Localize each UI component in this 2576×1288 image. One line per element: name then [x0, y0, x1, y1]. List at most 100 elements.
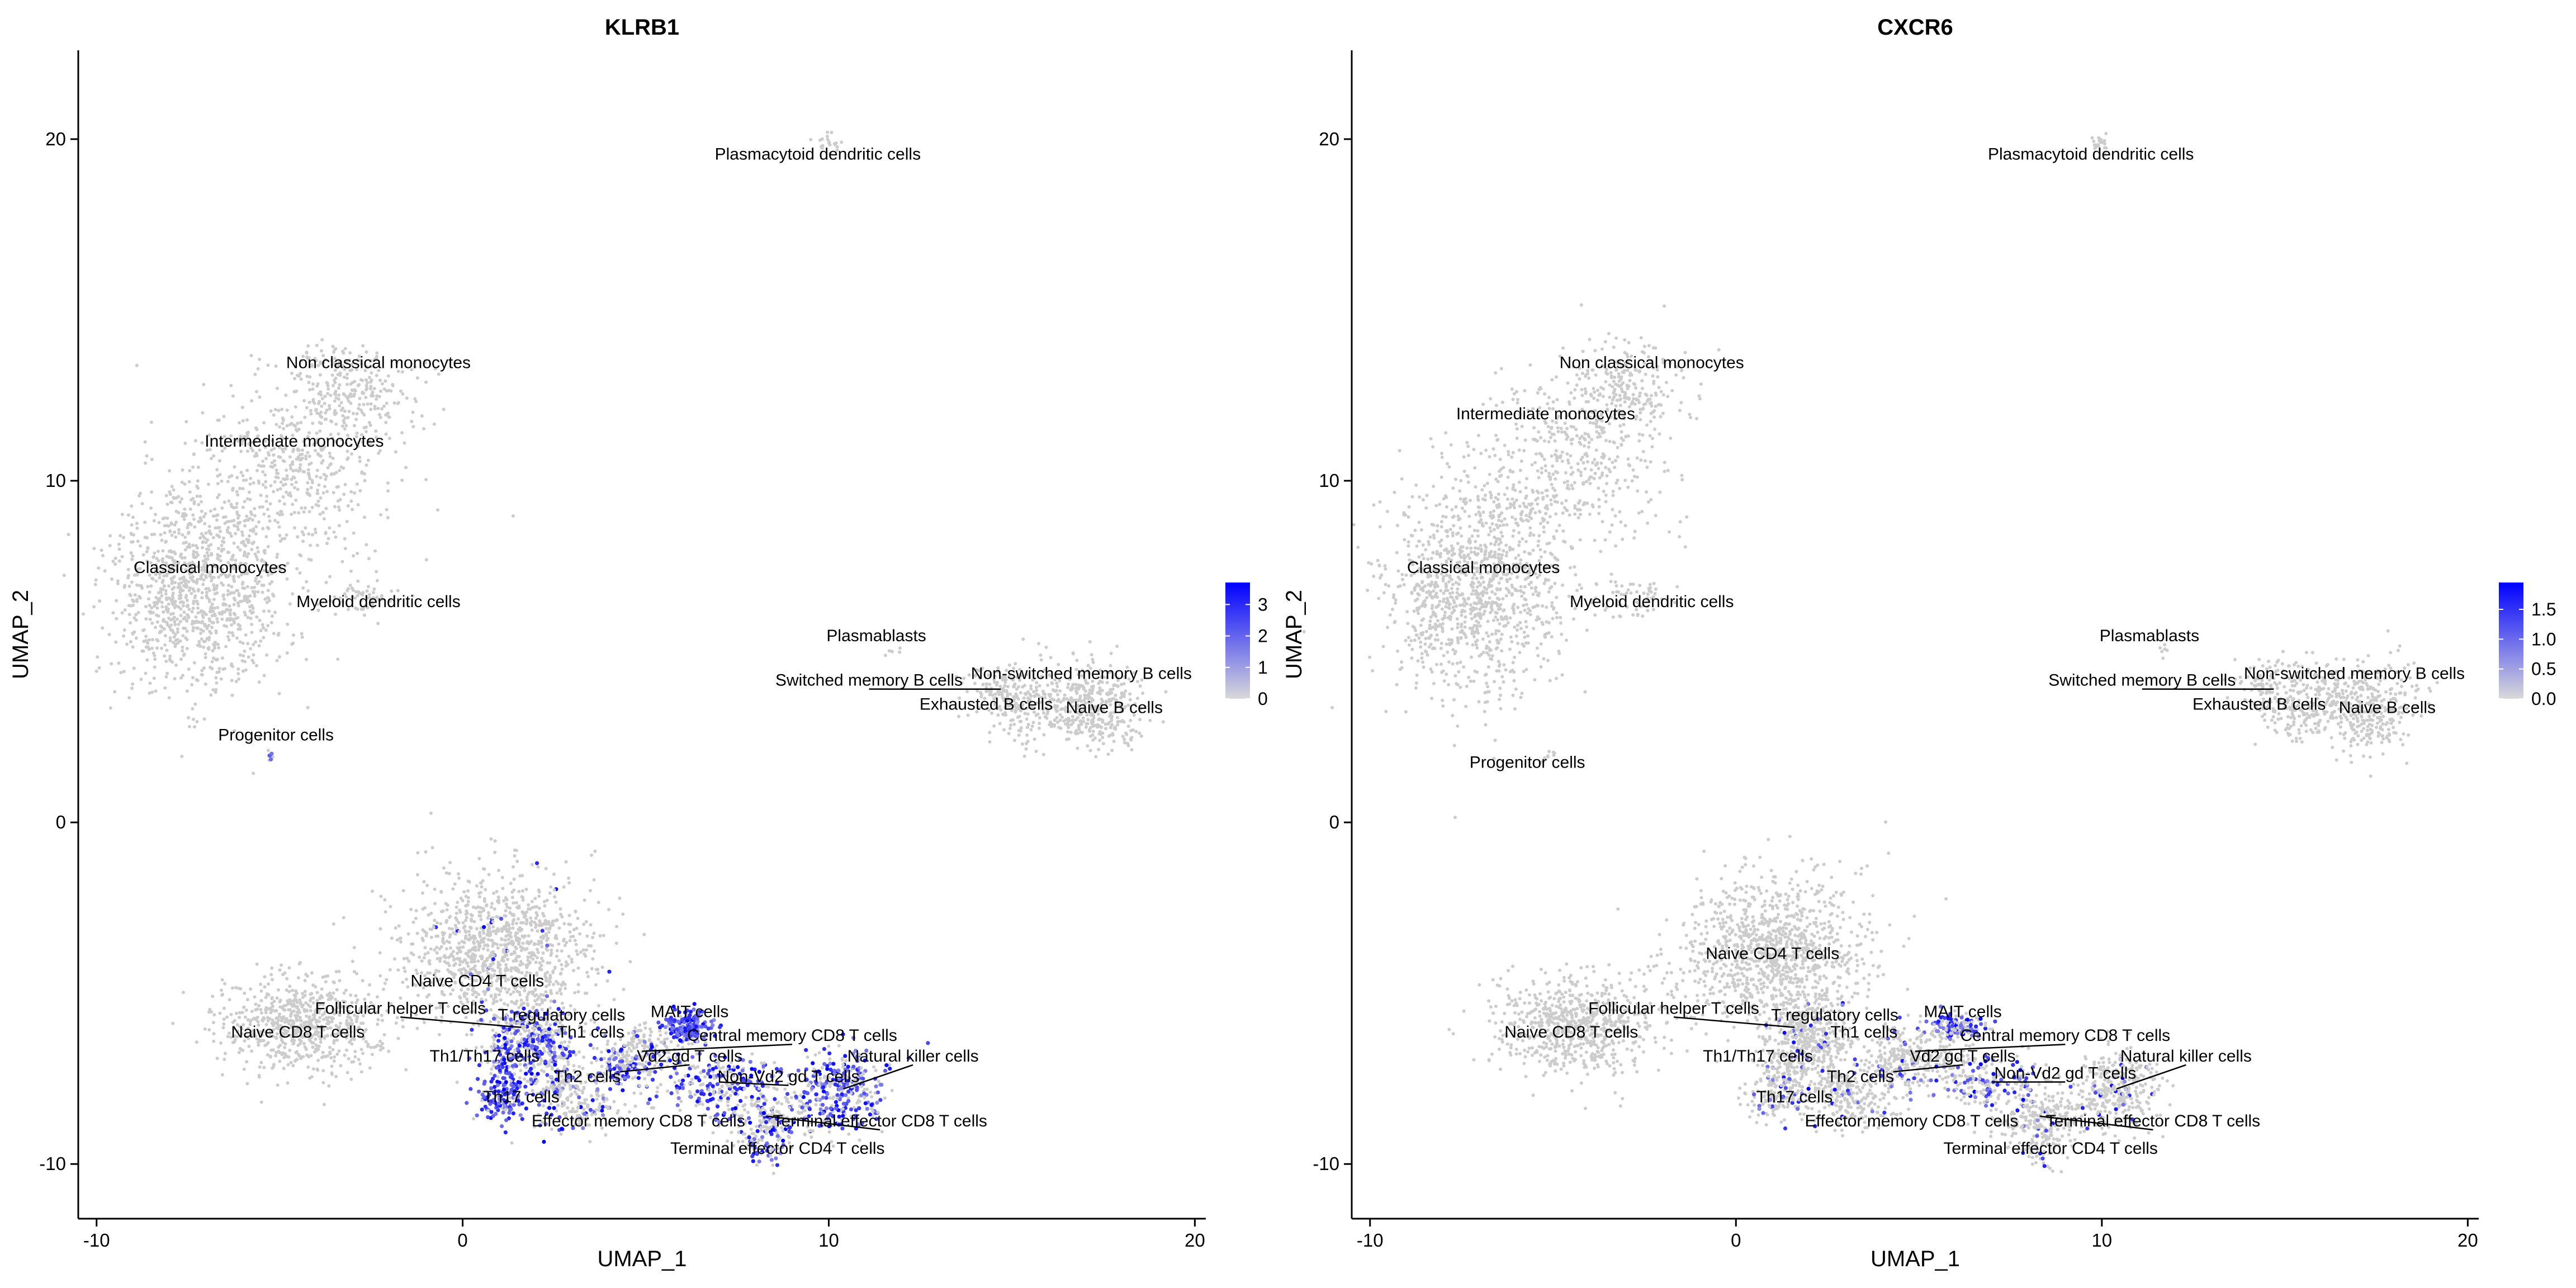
cell-point: [222, 603, 226, 607]
cell-point: [1071, 683, 1075, 686]
cell-point: [1129, 718, 1133, 722]
cell-point: [310, 364, 314, 368]
cell-point: [162, 627, 166, 631]
cell-point: [586, 974, 590, 978]
cell-point: [191, 707, 195, 711]
cell-point: [528, 941, 532, 945]
cell-point: [304, 506, 307, 510]
cell-point: [253, 1016, 257, 1020]
cell-point: [547, 1027, 552, 1031]
cell-point: [147, 638, 151, 642]
cell-point: [181, 649, 184, 653]
cell-point: [354, 418, 358, 422]
cell-point: [381, 987, 385, 991]
cell-point: [183, 482, 187, 486]
cell-point: [402, 441, 406, 445]
cell-point: [161, 579, 165, 583]
cell-point: [185, 638, 189, 642]
cell-point: [306, 468, 310, 472]
cell-point: [167, 584, 171, 588]
cell-point: [618, 896, 622, 900]
cell-point: [135, 583, 139, 587]
cell-point: [364, 1040, 368, 1044]
cell-point: [508, 911, 512, 915]
cell-point: [134, 636, 138, 640]
cell-point: [314, 408, 318, 412]
cell-point: [549, 885, 553, 889]
cell-point: [504, 963, 508, 967]
cell-point: [350, 452, 354, 456]
cell-point: [238, 1046, 242, 1050]
cell-point: [303, 415, 307, 419]
cell-point: [1123, 741, 1126, 745]
cell-point: [551, 1040, 556, 1045]
cell-point: [569, 922, 572, 926]
cell-point: [516, 906, 520, 910]
cell-point: [333, 399, 337, 403]
cell-point: [363, 515, 367, 519]
cell-point: [354, 994, 358, 998]
cell-point: [495, 915, 499, 918]
cell-point: [1088, 749, 1092, 752]
cell-point: [191, 626, 195, 629]
cell-point: [1058, 713, 1062, 717]
cell-point: [269, 484, 273, 487]
cell-point: [294, 468, 298, 472]
cell-point: [352, 389, 356, 392]
cell-point: [310, 971, 314, 975]
cell-point: [818, 138, 822, 142]
cell-point: [173, 552, 177, 556]
cell-point: [511, 514, 515, 518]
cell-point: [515, 931, 519, 935]
cell-point: [200, 509, 203, 513]
cell-point: [234, 532, 238, 536]
cell-point: [143, 536, 147, 539]
cell-point: [421, 939, 425, 943]
cell-point: [219, 677, 223, 681]
cell-point: [364, 364, 368, 368]
cell-point: [248, 482, 252, 486]
cell-point: [372, 387, 376, 390]
cell-point: [273, 408, 277, 411]
cell-point: [208, 619, 212, 623]
cell-point: [190, 498, 193, 502]
cell-point: [502, 899, 506, 903]
cell-point: [306, 481, 310, 485]
cell-point: [229, 613, 233, 617]
cell-point: [1067, 737, 1071, 741]
cell-point: [298, 1042, 302, 1045]
cell-point: [308, 388, 312, 392]
cell-point: [316, 504, 320, 508]
cell-point: [555, 991, 559, 995]
cell-point: [206, 538, 210, 542]
cell-point: [224, 515, 228, 519]
cell-point: [535, 993, 538, 997]
cell-point: [377, 451, 381, 455]
cell-point: [514, 849, 518, 853]
cell-point: [1006, 685, 1010, 689]
cell-point: [345, 1019, 349, 1022]
cell-point: [988, 683, 992, 686]
cell-point: [111, 560, 115, 564]
cell-point: [466, 889, 470, 893]
cell-point: [234, 505, 238, 509]
cell-point: [212, 598, 216, 602]
cell-point: [426, 951, 430, 955]
cell-point: [164, 494, 168, 498]
cell-point: [255, 428, 259, 432]
cell-point: [552, 1046, 556, 1050]
cell-point: [131, 645, 135, 649]
cell-point: [346, 433, 350, 437]
cell-point: [479, 917, 483, 921]
cell-point: [327, 1084, 331, 1088]
cell-point: [228, 631, 231, 634]
cell-point: [352, 531, 356, 535]
cell-point: [326, 537, 330, 541]
cell-point: [334, 535, 338, 539]
cell-point: [337, 432, 340, 436]
cell-point: [228, 604, 231, 608]
cell-point: [264, 499, 268, 503]
cell-point: [532, 1027, 536, 1031]
cell-point: [138, 595, 141, 598]
cell-point: [257, 644, 261, 648]
